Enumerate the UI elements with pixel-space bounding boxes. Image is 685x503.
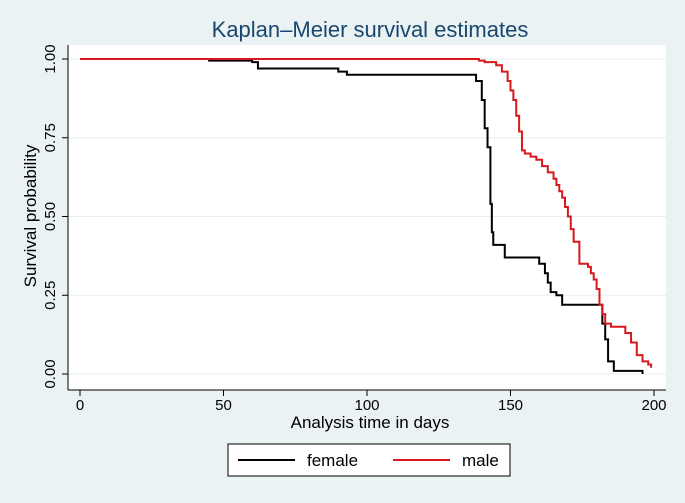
series-line-female: [80, 58, 644, 374]
x-tick-label: 100: [354, 397, 379, 414]
y-axis-label: Survival probability: [21, 144, 40, 287]
axes: 0.00 0.25 0.50 0.75 1.00 0 50 100 150 200: [42, 44, 667, 414]
legend-label-female: female: [307, 451, 358, 470]
y-tick-label: 0.00: [42, 359, 59, 388]
y-tick-label: 0.75: [42, 123, 59, 152]
legend-label-male: male: [462, 451, 499, 470]
y-tick-label: 0.50: [42, 202, 59, 231]
x-axis-label: Analysis time in days: [291, 413, 450, 432]
series-line-male: [80, 58, 653, 368]
x-tick-label: 200: [641, 397, 666, 414]
chart-title: Kaplan–Meier survival estimates: [212, 17, 529, 42]
x-tick-label: 150: [498, 397, 523, 414]
x-tick-label: 0: [76, 397, 84, 414]
plot-area: [68, 45, 666, 390]
x-tick-label: 50: [215, 397, 232, 414]
series-layer: [80, 58, 653, 374]
y-tick-label: 1.00: [42, 44, 59, 73]
legend: female male: [227, 443, 511, 477]
y-tick-label: 0.25: [42, 281, 59, 310]
